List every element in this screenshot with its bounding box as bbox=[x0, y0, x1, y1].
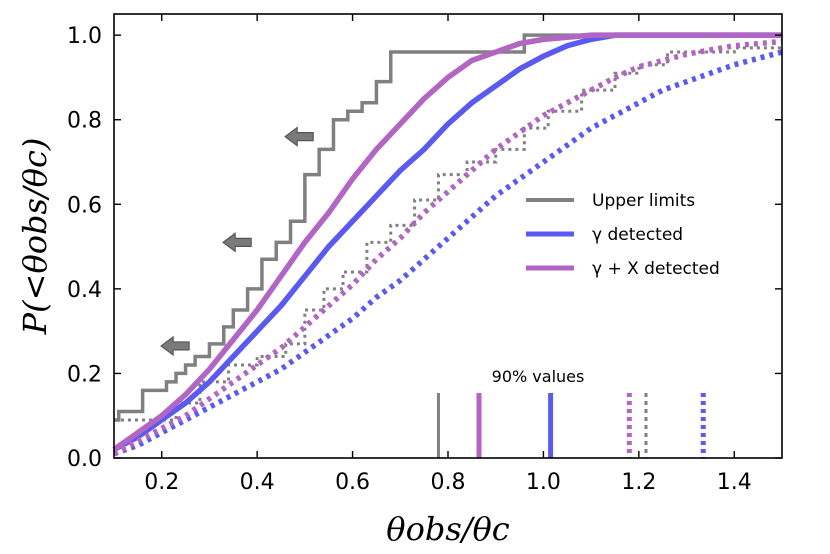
percentile-annotation: 90% values bbox=[492, 367, 585, 386]
upper-limit-arrow-layer bbox=[160, 126, 314, 357]
series-line-5 bbox=[112, 38, 783, 457]
x-tick-label-0: 0.2 bbox=[144, 470, 179, 495]
y-tick-label-3: 0.6 bbox=[67, 193, 102, 218]
y-tick-label-0: 0.0 bbox=[67, 447, 102, 472]
x-axis-label: θobs/θc bbox=[386, 510, 509, 548]
x-tick-label-6: 1.4 bbox=[717, 470, 752, 495]
x-tick-label-2: 0.6 bbox=[335, 470, 370, 495]
legend-label-upper-limits: Upper limits bbox=[592, 191, 695, 211]
series-line-3 bbox=[112, 32, 782, 452]
upper-limit-arrow-shape-1 bbox=[222, 232, 252, 253]
x-tick-label-5: 1.2 bbox=[621, 470, 656, 495]
tick-layer: 0.2 0.4 0.6 0.8 1.0 1.2 1.4 0.0 0.2 0.4 0.6 0.8 1.0 bbox=[67, 14, 782, 495]
legend: Upper limits γ detected γ + X detected bbox=[526, 191, 720, 279]
upper-limit-arrow-shape-0 bbox=[284, 126, 314, 147]
y-axis-label: P(<θobs/θc) bbox=[16, 138, 54, 336]
series-line-1 bbox=[114, 46, 782, 422]
x-tick-label-4: 1.0 bbox=[526, 470, 561, 495]
y-tick-label-4: 0.8 bbox=[67, 109, 102, 134]
legend-label-gamma-x-detected: γ + X detected bbox=[592, 259, 720, 279]
percentile-marker-layer bbox=[436, 393, 706, 458]
y-tick-label-2: 0.4 bbox=[67, 278, 102, 303]
upper-limit-arrow-0 bbox=[284, 126, 314, 147]
x-tick-label-3: 0.8 bbox=[431, 470, 466, 495]
x-tick-label-1: 0.4 bbox=[240, 470, 275, 495]
y-tick-label-5: 1.0 bbox=[67, 24, 102, 49]
upper-limit-arrow-shape-2 bbox=[160, 335, 190, 357]
upper-limit-arrow-2 bbox=[160, 335, 190, 357]
series-line-0 bbox=[114, 33, 782, 422]
legend-label-gamma-detected: γ detected bbox=[592, 225, 683, 245]
y-tick-label-1: 0.2 bbox=[67, 362, 102, 387]
series-layer bbox=[112, 32, 783, 457]
upper-limit-arrow-1 bbox=[222, 232, 252, 253]
